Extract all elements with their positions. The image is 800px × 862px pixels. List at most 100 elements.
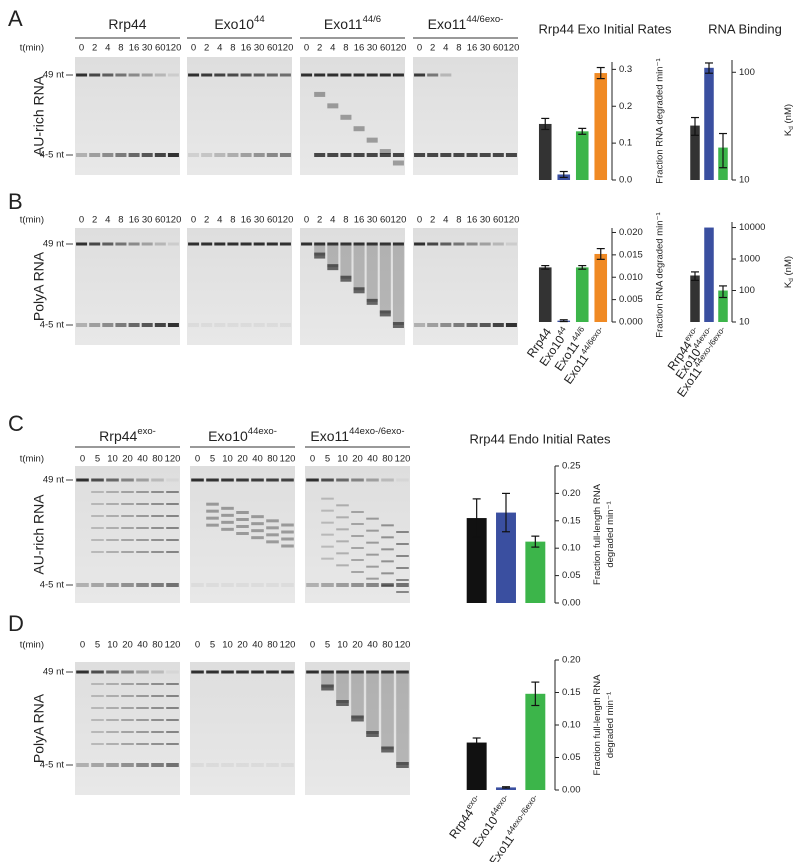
gel-band [166,743,179,745]
text-part: K [783,281,794,288]
error-bar [541,117,550,131]
gel-band [136,503,149,505]
time-label: 120 [395,454,411,465]
gel-band [279,73,291,77]
gel-band [141,242,153,246]
bar [525,693,546,790]
chart-title: RNA Binding [708,21,782,36]
time-label: 30 [142,43,153,54]
time-label: 30 [254,215,265,226]
gel-band [440,153,452,157]
gel-band [251,478,264,482]
time-label: 0 [310,640,315,651]
time-label: 8 [343,215,348,226]
gel-smear [336,672,349,703]
text-part: Exo11 [487,832,518,862]
gel-band [136,695,149,697]
panel-letter: B [8,189,23,214]
y-tick-label: 0.00 [562,598,581,609]
gel-band [414,323,426,327]
gel-band [106,743,119,745]
gel-band [121,491,134,493]
gel-band [106,527,119,529]
time-label: 120 [280,454,296,465]
gel-band [253,153,265,157]
gel-band [151,763,164,767]
gel-band [321,478,334,482]
gel-band [266,670,279,674]
gel-band [106,670,119,674]
y-tick-label: 100 [739,285,755,296]
gel-band [396,531,409,533]
time-label: 20 [122,640,133,651]
time-label: 0 [191,215,196,226]
gel-band [336,504,349,507]
gel-band [396,555,409,557]
gel-band [136,583,149,587]
gel-band [251,515,264,519]
time-label: 0 [417,43,422,54]
text-part: 44/6 [569,324,586,343]
gel-band [381,583,394,587]
gel-band [440,323,452,327]
gel-band [188,323,200,327]
time-label: 80 [382,640,393,651]
gel-band [266,73,278,77]
gel-band [427,73,439,77]
gel-band [91,515,104,517]
chart-title: Rrp44 Endo Initial Rates [470,431,611,446]
gel-band [151,503,164,505]
time-label: 2 [430,43,435,54]
gel-band [106,539,119,541]
gel-header: Exo1044 [214,14,265,32]
time-label: 10 [337,640,348,651]
time-label: 5 [210,640,215,651]
gel-band [336,583,349,587]
gel-band [89,323,101,327]
gel-header: Exo1044exo- [208,426,277,444]
text-part: exo- [464,792,481,810]
gel-band [336,516,349,519]
time-label: 16 [467,43,478,54]
gel-band [167,323,179,327]
error-bar [596,66,605,80]
gel-band [381,536,394,539]
marker-label: 49 nt [43,239,64,250]
time-label: 5 [210,454,215,465]
text-part: Rrp44 [446,806,476,841]
gel-band [279,153,291,157]
gel-band [91,683,104,685]
gel-band [336,670,349,674]
gel-band [136,743,149,745]
gel-band [396,591,409,593]
gel-band [327,103,339,109]
gel-band [340,275,352,282]
gel-band [115,323,127,327]
gel-band [166,491,179,493]
gel-image [75,228,180,345]
gel-band [221,763,234,767]
error-bar [578,127,587,135]
gel-band [466,242,478,246]
gel-band [201,242,213,246]
gel-band [381,548,394,551]
gel-band [121,515,134,517]
gel-band [106,763,119,767]
gel-band [414,242,426,246]
gel-band [240,323,252,327]
gel-band [154,153,166,157]
gel-band [151,478,164,482]
gel-band [366,242,378,246]
gel-band [392,73,404,77]
time-label: 8 [118,43,123,54]
gel-band [121,670,134,674]
gel-band [141,153,153,157]
gel-band [353,73,365,77]
gel-band [115,73,127,77]
gel-band [188,153,200,157]
y-tick-label: 10 [739,317,750,328]
gel-band [396,670,409,674]
time-label: 60 [267,215,278,226]
gel-band [240,153,252,157]
gel-band [91,539,104,541]
